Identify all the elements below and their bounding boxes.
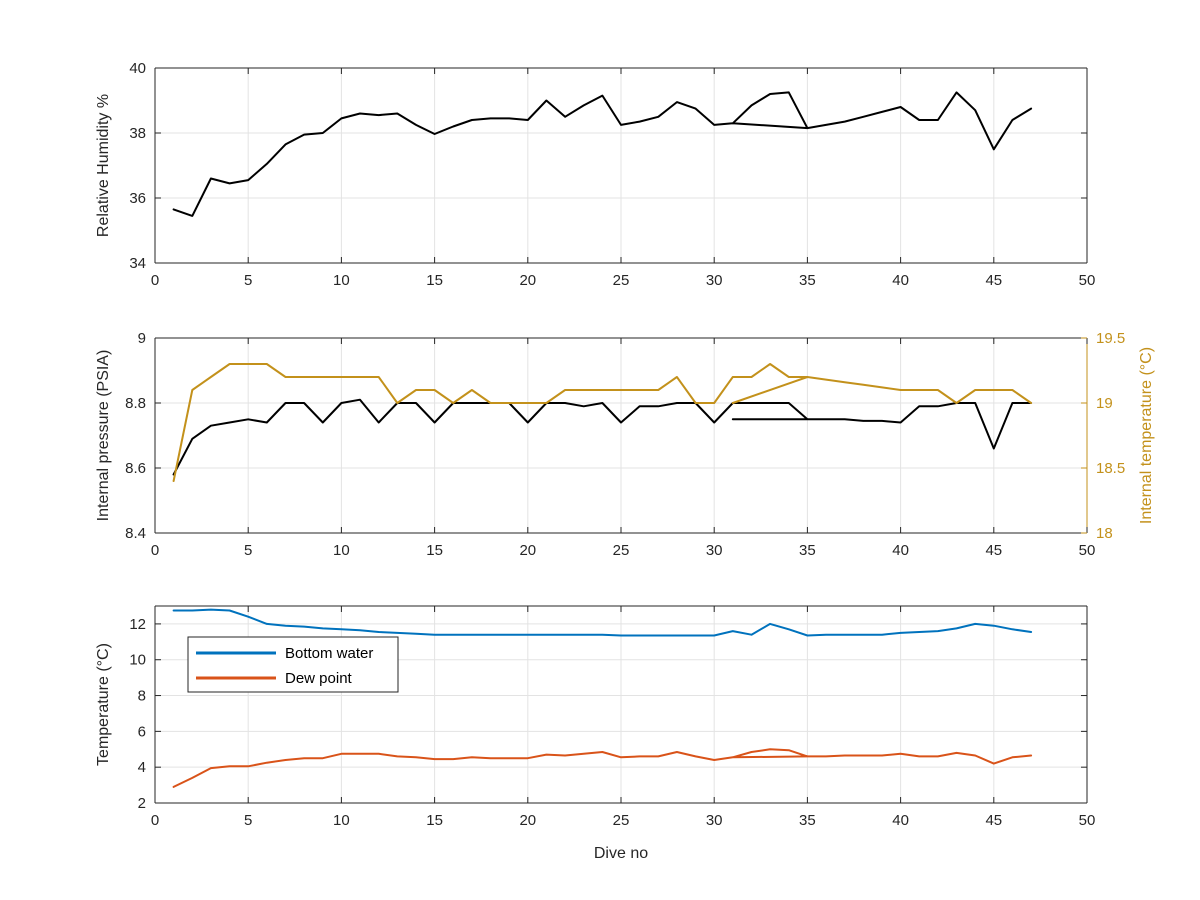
x-tick-label: 0 — [151, 272, 159, 289]
x-tick-label: 25 — [613, 812, 630, 829]
x-tick-label: 30 — [706, 542, 723, 559]
y2-tick-label: 18.5 — [1096, 460, 1125, 477]
pressure-temperature-subplot: 0 5 10 15 20 25 30 35 40 45 50 8.4 8.6 8.8 9 18 18.5 19 19… — [95, 330, 1155, 559]
x-tick-label: 35 — [799, 542, 816, 559]
x-tick-label: 20 — [519, 272, 536, 289]
x-tick-label: 40 — [892, 272, 909, 289]
y-tick-label: 9 — [138, 330, 146, 347]
x-tick-label: 0 — [151, 542, 159, 559]
x-tick-label: 40 — [892, 542, 909, 559]
x-tick-label: 45 — [985, 812, 1002, 829]
x-tick-label: 10 — [333, 542, 350, 559]
x-tick-label: 20 — [519, 542, 536, 559]
y-tick-label: 2 — [138, 795, 146, 812]
series-line-bottom-water — [172, 608, 1033, 637]
x-tick-label: 15 — [426, 812, 443, 829]
x-tick-label: 40 — [892, 812, 909, 829]
x-tick-label: 45 — [985, 542, 1002, 559]
x-tick-label: 30 — [706, 812, 723, 829]
x-tick-label: 5 — [244, 812, 252, 829]
y-tick-label: 4 — [138, 759, 146, 776]
x-tick-label: 45 — [985, 272, 1002, 289]
temperature-subplot: 0 5 10 15 20 25 30 35 40 45 50 2 4 6 8 10 12 Temperature … — [95, 605, 1096, 862]
x-tick-label: 35 — [799, 812, 816, 829]
y-axis-label: Internal pressure (PSIA) — [95, 350, 112, 522]
y-tick-label: 8.6 — [125, 460, 146, 477]
y-tick-label: 10 — [129, 652, 146, 669]
x-tick-label: 15 — [426, 272, 443, 289]
legend: Bottom water Dew point — [187, 636, 399, 693]
x-tick-label: 50 — [1079, 272, 1096, 289]
x-tick-label: 20 — [519, 812, 536, 829]
y-tick-label: 36 — [129, 190, 146, 207]
y-tick-label: 34 — [129, 255, 146, 272]
y-tick-label: 12 — [129, 616, 146, 633]
legend-box — [187, 636, 399, 693]
y-axis-label: Relative Humidity % — [95, 94, 112, 237]
y2-tick-label: 19 — [1096, 395, 1113, 412]
series-line — [172, 363, 1033, 482]
y2-tick-label: 19.5 — [1096, 330, 1125, 347]
y2-axis-label: Internal temperature (°C) — [1138, 347, 1155, 524]
x-axis-label: Dive no — [594, 845, 648, 862]
legend-entry: Dew point — [285, 670, 353, 687]
series-line — [172, 91, 1033, 217]
x-tick-label: 5 — [244, 542, 252, 559]
series-line-dew-point — [172, 748, 1033, 788]
series-line — [172, 398, 1033, 476]
y-tick-label: 38 — [129, 125, 146, 142]
y-axis-label: Temperature (°C) — [95, 643, 112, 766]
x-tick-label: 35 — [799, 272, 816, 289]
y-tick-label: 8 — [138, 688, 146, 705]
legend-entry: Bottom water — [285, 645, 373, 662]
x-tick-label: 25 — [613, 272, 630, 289]
x-tick-label: 15 — [426, 542, 443, 559]
x-tick-label: 10 — [333, 812, 350, 829]
humidity-subplot: 0 5 10 15 20 25 30 35 40 45 50 34 36 38 40 Relative Hum… — [95, 60, 1095, 289]
x-tick-label: 50 — [1079, 812, 1096, 829]
y-tick-label: 8.4 — [125, 525, 146, 542]
x-tick-label: 10 — [333, 272, 350, 289]
x-tick-label: 30 — [706, 272, 723, 289]
x-tick-label: 5 — [244, 272, 252, 289]
x-tick-label: 50 — [1079, 542, 1096, 559]
y-tick-label: 6 — [138, 723, 146, 740]
x-tick-label: 25 — [613, 542, 630, 559]
y-tick-label: 40 — [129, 60, 146, 77]
x-tick-label: 0 — [151, 812, 159, 829]
y2-tick-label: 18 — [1096, 525, 1113, 542]
y-tick-label: 8.8 — [125, 395, 146, 412]
